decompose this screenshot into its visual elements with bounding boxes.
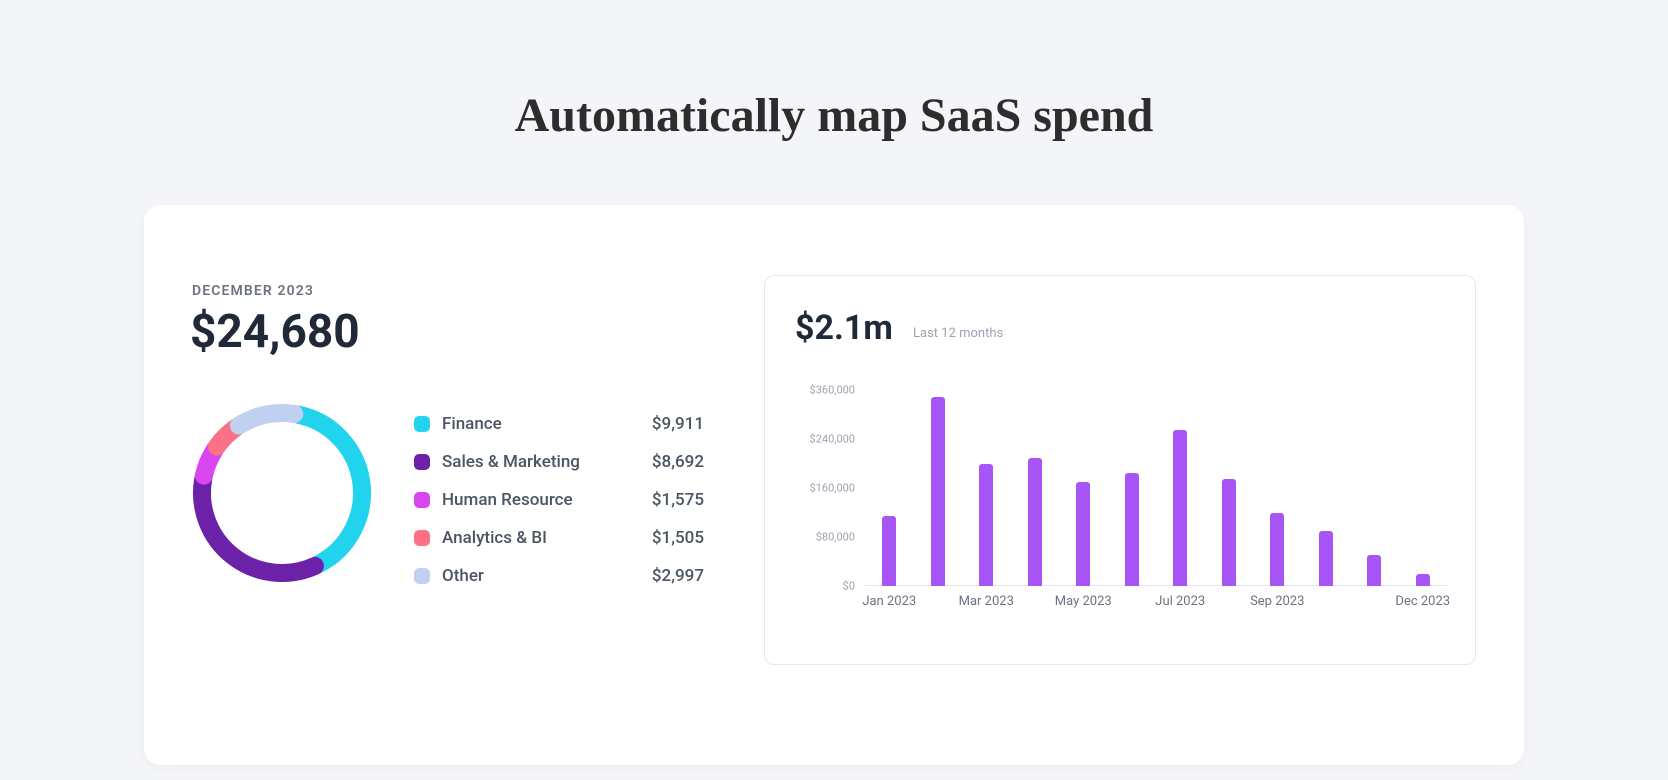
- bar: [882, 516, 896, 586]
- page-headline: Automatically map SaaS spend: [0, 0, 1668, 143]
- legend-label: Finance: [442, 414, 652, 434]
- bar: [1319, 531, 1333, 586]
- legend-swatch: [414, 568, 430, 584]
- legend-row: Sales & Marketing$8,692: [414, 443, 704, 481]
- bar-chart-ytick: $360,000: [795, 384, 855, 397]
- bar-chart-plot: $0$80,000$160,000$240,000$360,000: [795, 366, 1447, 586]
- donut-chart: [182, 393, 382, 593]
- bar-chart-xlabel: Dec 2023: [1395, 594, 1450, 609]
- legend-label: Human Resource: [442, 490, 652, 510]
- bar: [1416, 574, 1430, 586]
- dashboard-card: DECEMBER 2023 $24,680 Finance$9,911Sales…: [144, 205, 1524, 765]
- donut-segment: [239, 413, 294, 426]
- legend-swatch: [414, 454, 430, 470]
- bar-chart-card: $2.1m Last 12 months $0 $80,000 $160,000 $2…: [764, 275, 1476, 665]
- bar-chart-ytick: $160,000: [795, 482, 855, 495]
- legend-row: Human Resource$1,575: [414, 481, 704, 519]
- legend-row: Other$2,997: [414, 557, 704, 595]
- legend-value: $1,575: [652, 490, 704, 510]
- bar-chart-subtitle: Last 12 months: [913, 326, 1003, 341]
- bar: [1222, 479, 1236, 586]
- legend-value: $9,911: [652, 414, 704, 434]
- bar: [931, 397, 945, 586]
- legend-label: Sales & Marketing: [442, 452, 652, 472]
- bar: [1028, 458, 1042, 586]
- period-label: DECEMBER 2023: [192, 283, 314, 299]
- donut-segment: [297, 415, 362, 565]
- legend-swatch: [414, 492, 430, 508]
- bar-chart-ytick: $80,000: [795, 531, 855, 544]
- bar-chart-xlabel: Mar 2023: [959, 594, 1014, 609]
- bar: [1367, 555, 1381, 586]
- legend-label: Other: [442, 566, 652, 586]
- bar-chart-xlabel: Jan 2023: [862, 594, 916, 609]
- bar-chart-total: $2.1m: [795, 308, 893, 348]
- donut-segment: [202, 479, 315, 573]
- bar: [1076, 482, 1090, 586]
- period-total: $24,680: [190, 305, 360, 359]
- donut-legend: Finance$9,911Sales & Marketing$8,692Huma…: [414, 405, 704, 595]
- bar: [979, 464, 993, 586]
- bar-chart-xlabel: Jul 2023: [1155, 594, 1205, 609]
- legend-row: Finance$9,911: [414, 405, 704, 443]
- bar-chart-ytick: $240,000: [795, 433, 855, 446]
- legend-swatch: [414, 530, 430, 546]
- legend-value: $1,505: [652, 528, 704, 548]
- bar-chart-ytick: $0: [795, 580, 855, 593]
- bar: [1173, 430, 1187, 586]
- bar-chart-xlabel: Sep 2023: [1250, 594, 1304, 609]
- bar-chart-xlabels: Jan 2023 Mar 2023 May 2023 Jul 2023 Sep 2023…: [865, 594, 1475, 614]
- legend-row: Analytics & BI$1,505: [414, 519, 704, 557]
- legend-label: Analytics & BI: [442, 528, 652, 548]
- legend-value: $2,997: [652, 566, 704, 586]
- legend-value: $8,692: [652, 452, 704, 472]
- legend-swatch: [414, 416, 430, 432]
- bar: [1125, 473, 1139, 586]
- bar-chart-bars: [865, 366, 1447, 586]
- bar-chart-xlabel: May 2023: [1055, 594, 1112, 609]
- bar: [1270, 513, 1284, 586]
